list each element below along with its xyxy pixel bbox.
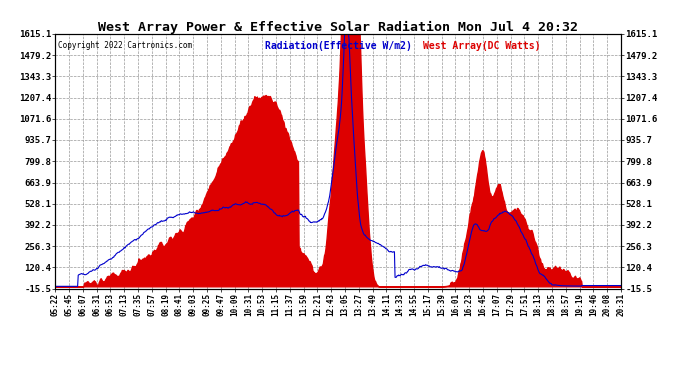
Text: Radiation(Effective W/m2): Radiation(Effective W/m2) [264, 41, 411, 51]
Text: Copyright 2022 Cartronics.com: Copyright 2022 Cartronics.com [58, 41, 192, 50]
Title: West Array Power & Effective Solar Radiation Mon Jul 4 20:32: West Array Power & Effective Solar Radia… [98, 21, 578, 34]
Text: West Array(DC Watts): West Array(DC Watts) [423, 41, 540, 51]
